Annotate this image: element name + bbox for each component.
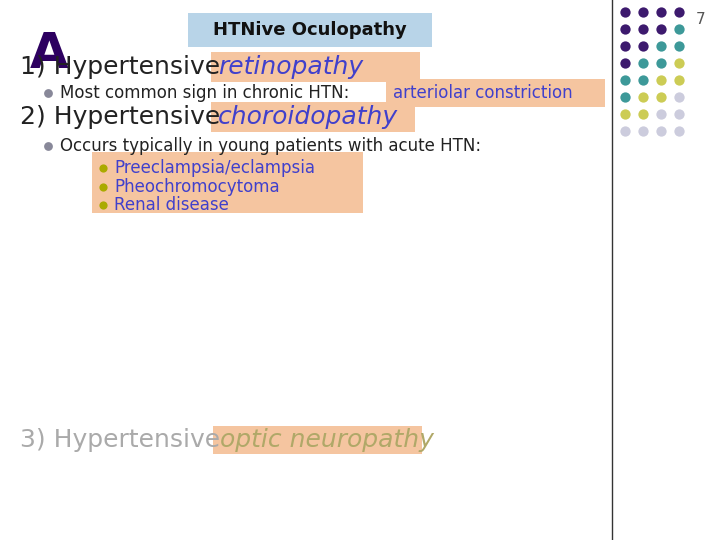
Point (619, 25, 631, 33)
Text: HTNive Oculopathy: HTNive Oculopathy (213, 21, 407, 39)
Point (637, 42, 649, 50)
Point (637, 76, 649, 84)
Point (673, 42, 685, 50)
Point (637, 93, 649, 102)
Point (619, 93, 631, 102)
Point (673, 127, 685, 136)
Point (673, 93, 685, 102)
Text: 1) Hypertensive: 1) Hypertensive (20, 55, 228, 79)
Point (619, 127, 631, 136)
FancyBboxPatch shape (213, 426, 422, 454)
Point (637, 59, 649, 68)
Text: 2) Hypertensive: 2) Hypertensive (20, 105, 228, 129)
Text: A: A (30, 30, 68, 78)
Point (655, 110, 667, 118)
FancyBboxPatch shape (188, 13, 432, 47)
Point (619, 76, 631, 84)
Point (42, 141, 54, 150)
Text: Pheochromocytoma: Pheochromocytoma (114, 178, 279, 196)
Point (673, 59, 685, 68)
Text: Renal disease: Renal disease (114, 196, 229, 214)
Text: Most common sign in chronic HTN:: Most common sign in chronic HTN: (60, 84, 355, 102)
FancyBboxPatch shape (386, 79, 605, 107)
Point (655, 93, 667, 102)
Point (655, 8, 667, 16)
Point (673, 110, 685, 118)
FancyBboxPatch shape (211, 52, 420, 82)
Text: Preeclampsia/eclampsia: Preeclampsia/eclampsia (114, 159, 315, 177)
Point (673, 76, 685, 84)
Text: arteriolar constriction: arteriolar constriction (393, 84, 572, 102)
FancyBboxPatch shape (92, 152, 363, 213)
Point (619, 8, 631, 16)
Point (637, 8, 649, 16)
Text: 3) Hypertensive: 3) Hypertensive (20, 428, 228, 452)
Point (97, 183, 109, 191)
Point (655, 127, 667, 136)
Point (97, 201, 109, 210)
Text: choroidopathy: choroidopathy (218, 105, 398, 129)
Point (637, 25, 649, 33)
Point (97, 164, 109, 172)
Point (42, 89, 54, 97)
Text: 7: 7 (696, 12, 705, 27)
Point (637, 127, 649, 136)
Point (655, 59, 667, 68)
Text: retinopathy: retinopathy (218, 55, 363, 79)
Text: Occurs typically in young patients with acute HTN:: Occurs typically in young patients with … (60, 137, 481, 155)
Point (637, 110, 649, 118)
Point (619, 110, 631, 118)
Point (673, 25, 685, 33)
FancyBboxPatch shape (211, 102, 415, 132)
Point (673, 8, 685, 16)
Point (655, 76, 667, 84)
Point (655, 42, 667, 50)
Point (619, 59, 631, 68)
Point (655, 25, 667, 33)
Text: optic neuropathy: optic neuropathy (220, 428, 434, 452)
Point (619, 42, 631, 50)
